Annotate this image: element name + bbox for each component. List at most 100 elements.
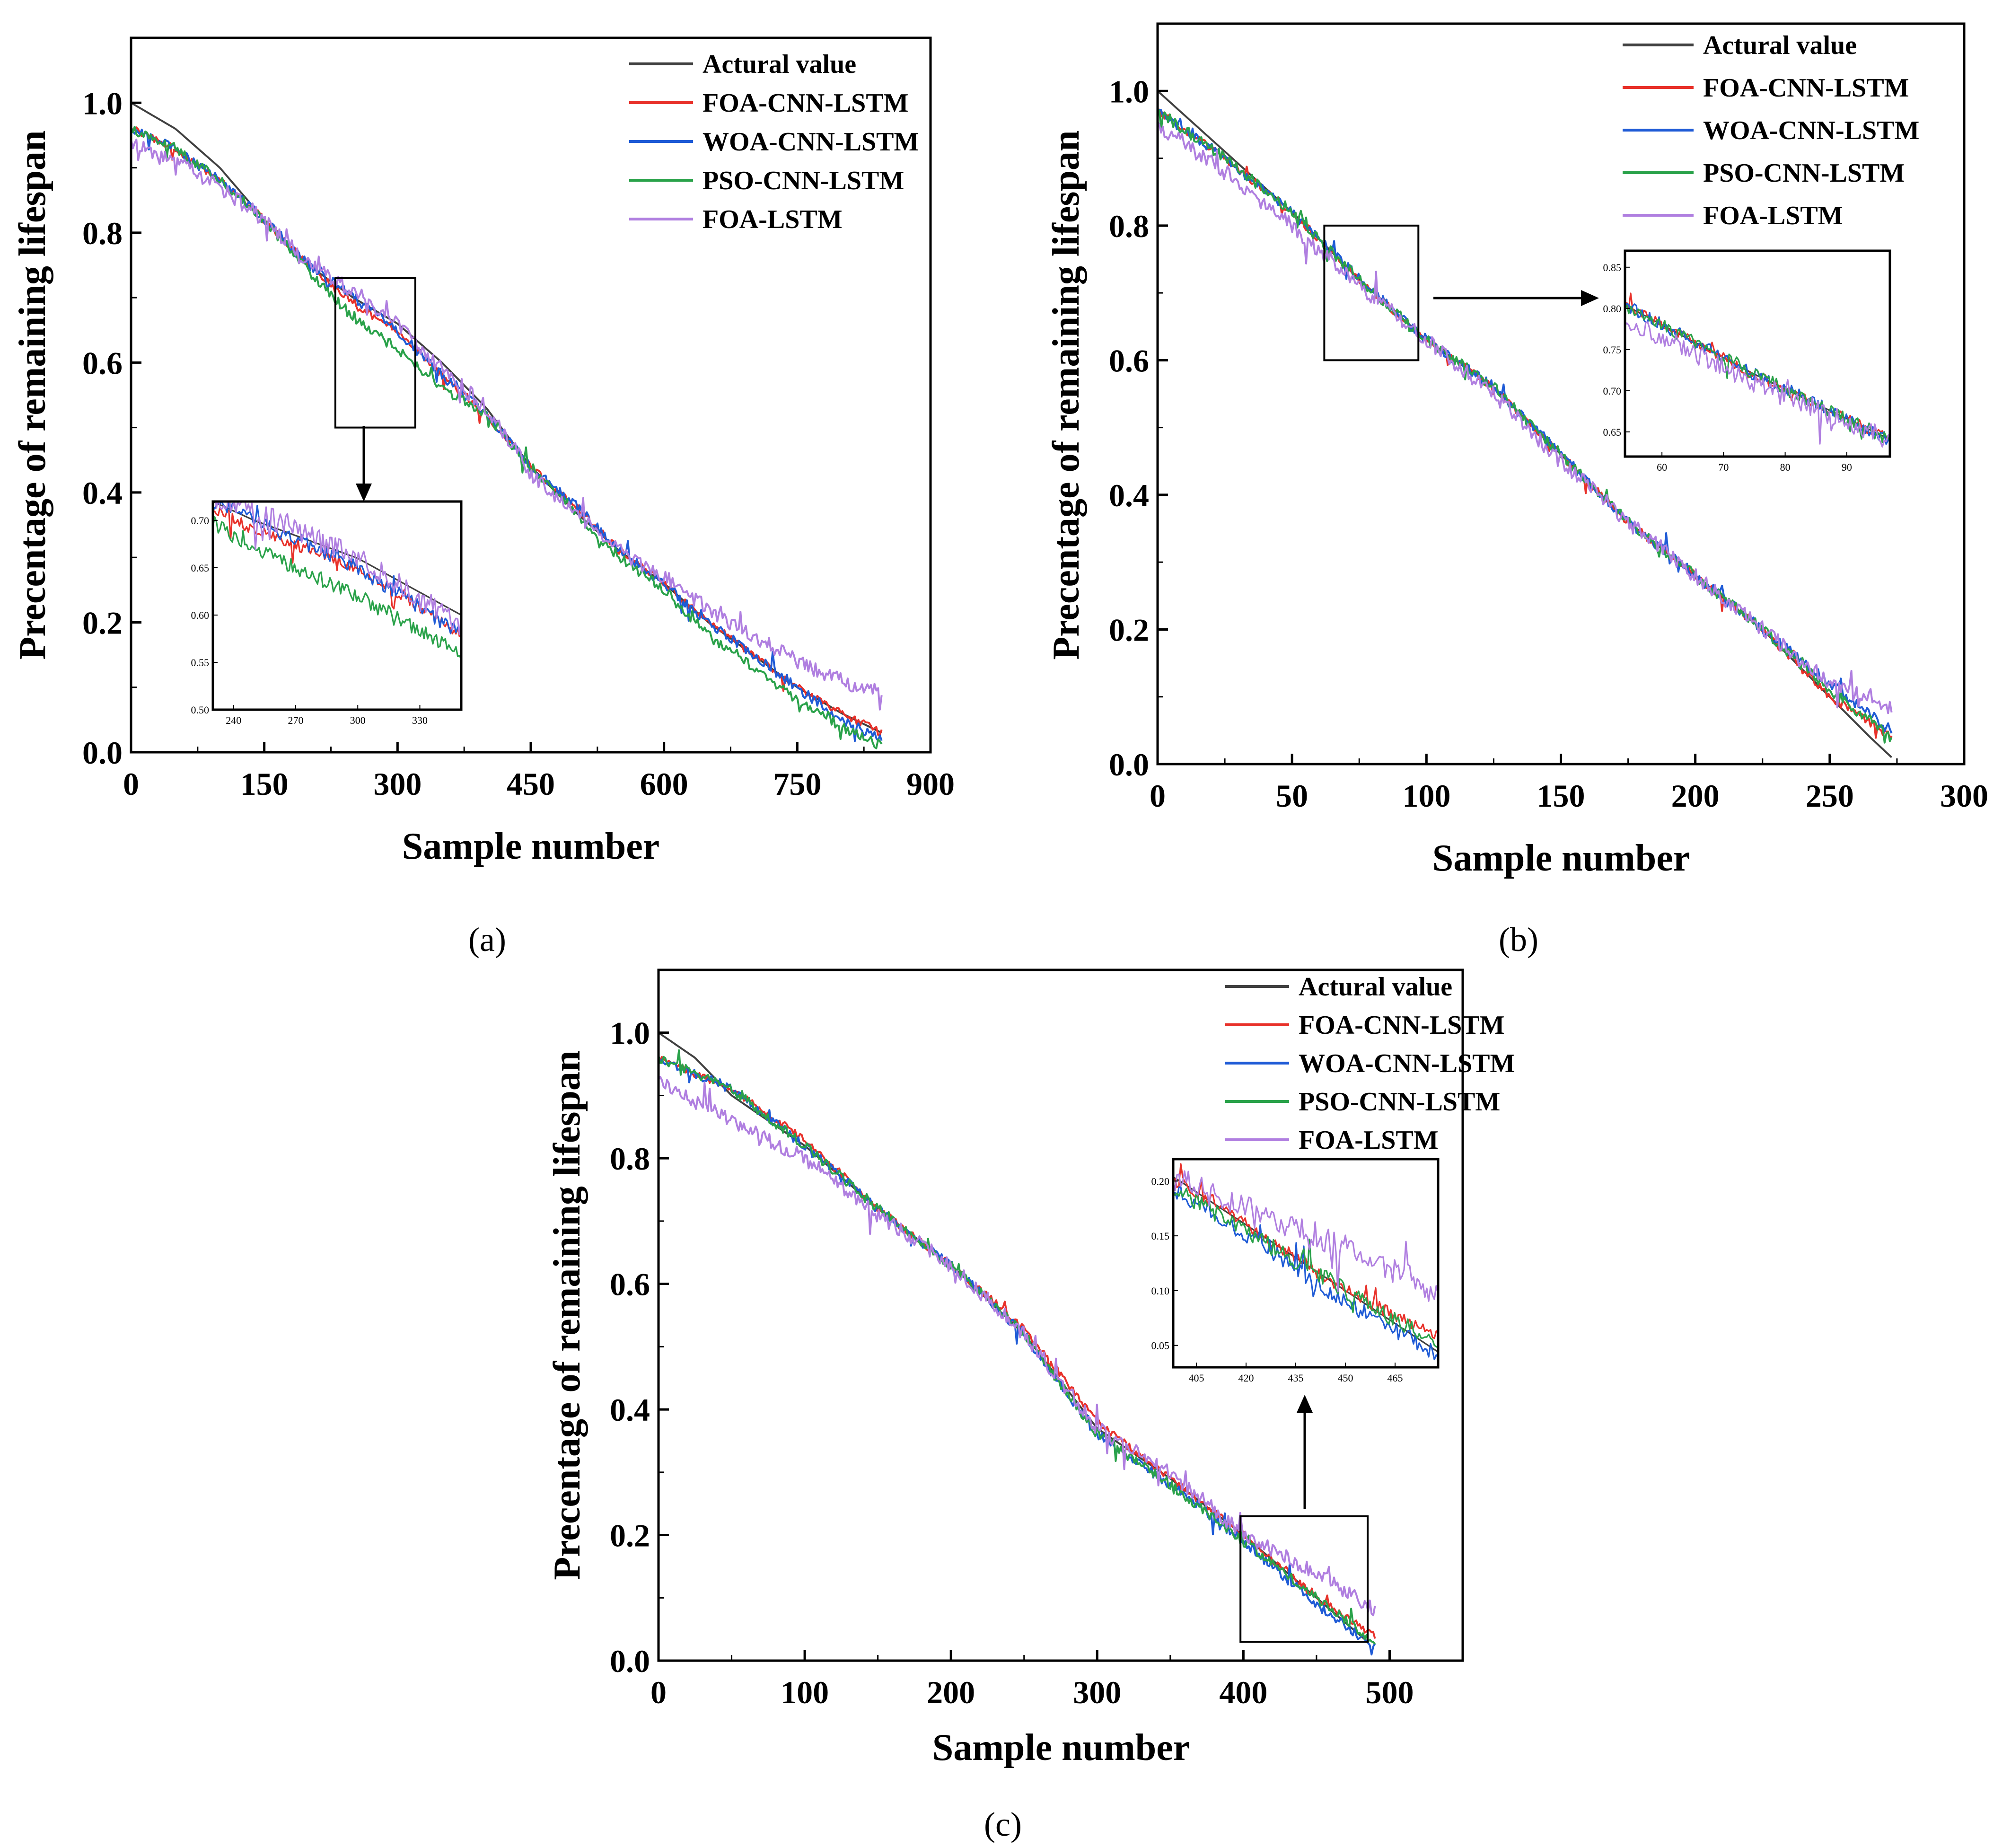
inset-y-tick-label: 0.55: [191, 657, 210, 669]
zoom-arrow-head: [1581, 290, 1599, 306]
inset-y-tick-label: 0.65: [1603, 426, 1622, 438]
panel-caption: (b): [1499, 921, 1538, 959]
inset-x-tick-label: 70: [1718, 461, 1729, 473]
y-tick-label: 0.4: [610, 1392, 650, 1428]
x-tick-label: 150: [240, 766, 289, 802]
inset-x-tick-label: 270: [288, 714, 304, 726]
series-group: [131, 102, 883, 749]
inset-x-tick-label: 405: [1189, 1372, 1204, 1384]
inset-y-tick-label: 0.05: [1151, 1340, 1170, 1352]
y-tick-label: 0.0: [610, 1643, 650, 1679]
y-tick-label: 1.0: [82, 85, 123, 121]
panel-caption: (a): [468, 921, 506, 959]
panel-a: 0 150 300 450 600 750 900 0.0 0.2 0.4 0.6 0.8 1.0 Sam…: [12, 36, 955, 959]
x-tick-label: 100: [1402, 778, 1450, 814]
inset-x-tick-label: 80: [1780, 461, 1791, 473]
y-tick-label: 0.6: [82, 345, 123, 381]
series-line-foa-lstm: [659, 1075, 1376, 1617]
series-line-woa-cnn-lstm: [659, 1055, 1376, 1655]
legend: Actural value FOA-CNN-LSTM WOA-CNN-LSTM PSO…: [629, 50, 919, 234]
inset-y-tick-label: 0.10: [1151, 1285, 1170, 1297]
inset-plot: 240 270 300 330 0.50 0.55 0.60 0.65 0.70: [191, 500, 463, 726]
inset-series-line-pso-cnn-lstm: [213, 516, 461, 660]
x-tick-label: 150: [1537, 778, 1585, 814]
inset-y-tick-label: 0.50: [191, 704, 210, 716]
y-tick-label: 0.6: [1109, 343, 1149, 378]
legend-label: WOA-CNN-LSTM: [703, 127, 919, 157]
inset-frame: [1624, 249, 1891, 458]
zoom-region-box: [334, 277, 416, 429]
inset-x-tick-label: 435: [1288, 1372, 1304, 1384]
y-tick-label: 0.6: [610, 1267, 650, 1302]
y-tick-label: 0.8: [1109, 208, 1149, 244]
x-axis-label: Sample number: [932, 1727, 1190, 1769]
y-tick-label: 0.4: [1109, 477, 1149, 513]
inset-y-tick-label: 0.20: [1151, 1175, 1170, 1187]
legend-label: FOA-CNN-LSTM: [1299, 1011, 1505, 1040]
inset-frame: [211, 500, 463, 711]
y-axis-label: Precentage of remaining lifespan: [12, 130, 53, 660]
inset-plot: 60 70 80 90 0.65 0.70 0.75 0.80 0.85: [1603, 249, 1891, 473]
legend: Actural value FOA-CNN-LSTM WOA-CNN-LSTM PSO…: [1623, 31, 1919, 230]
legend-label: PSO-CNN-LSTM: [1299, 1087, 1500, 1117]
inset-x-tick-label: 330: [412, 714, 428, 726]
y-tick-label: 0.8: [82, 215, 123, 251]
zoom-arrow-head: [1297, 1395, 1313, 1413]
legend-label: Actural value: [703, 50, 856, 79]
y-tick-label: 0.2: [82, 605, 123, 641]
inset-x-tick-label: 300: [350, 714, 366, 726]
y-axis-label: Precentage of remaining lifespan: [546, 1050, 588, 1580]
legend-label: WOA-CNN-LSTM: [1703, 116, 1919, 145]
panel-c: 0 100 200 300 400 500 0.0 0.2 0.4 0.6 0.8 1.0 Sample…: [546, 968, 1515, 1843]
inset-series-line-pso-cnn-lstm: [1173, 1188, 1438, 1348]
x-tick-label: 600: [640, 766, 688, 802]
y-tick-label: 0.2: [1109, 612, 1149, 648]
x-tick-label: 300: [1940, 778, 1988, 814]
inset-plot: 405 420 435 450 465 0.05 0.10 0.15 0.20: [1151, 1158, 1440, 1384]
panel-b: 0 50 100 150 200 250 300 0.0 0.2 0.4 0.6 0.8 1.0 Samp…: [1045, 22, 1988, 959]
x-tick-label: 400: [1219, 1674, 1267, 1710]
y-tick-label: 0.0: [1109, 747, 1149, 783]
inset-frame: [1172, 1158, 1440, 1369]
inset-x-tick-label: 420: [1238, 1372, 1254, 1384]
inset-y-tick-label: 0.15: [1151, 1230, 1170, 1242]
legend-label: FOA-LSTM: [703, 205, 843, 234]
inset-x-tick-label: 465: [1388, 1372, 1403, 1384]
legend-label: Actural value: [1703, 31, 1857, 60]
series-group: [1158, 90, 1893, 758]
x-axis-label: Sample number: [402, 826, 660, 867]
series-line-foa-lstm: [131, 138, 883, 711]
y-tick-label: 0.4: [82, 475, 123, 511]
x-tick-label: 300: [373, 766, 422, 802]
inset-series-line-woa-cnn-lstm: [1173, 1186, 1438, 1361]
x-tick-label: 200: [927, 1674, 975, 1710]
panel-caption: (c): [984, 1805, 1022, 1843]
y-axis-label: Precentage of remaining lifespan: [1045, 130, 1087, 660]
inset-series-line-foa-lstm: [213, 502, 461, 635]
inset-y-tick-label: 0.80: [1603, 303, 1622, 315]
x-tick-label: 300: [1073, 1674, 1121, 1710]
series-group: [659, 1032, 1376, 1655]
x-tick-label: 50: [1276, 778, 1308, 814]
inset-y-tick-label: 0.70: [191, 515, 210, 527]
legend: Actural value FOA-CNN-LSTM WOA-CNN-LSTM PSO…: [1225, 972, 1515, 1155]
inset-y-tick-label: 0.60: [191, 609, 210, 621]
legend-label: Actural value: [1299, 972, 1452, 1002]
legend-label: PSO-CNN-LSTM: [1703, 158, 1905, 188]
inset-x-tick-label: 450: [1338, 1372, 1353, 1384]
series-line-foa-lstm: [1158, 121, 1893, 714]
inset-x-tick-label: 240: [226, 714, 241, 726]
y-tick-label: 0.2: [610, 1518, 650, 1554]
legend-label: FOA-CNN-LSTM: [703, 88, 909, 118]
inset-x-tick-label: 60: [1657, 461, 1667, 473]
legend-label: FOA-LSTM: [1299, 1126, 1439, 1155]
zoom-region-box: [1323, 224, 1420, 361]
legend-label: FOA-CNN-LSTM: [1703, 73, 1909, 103]
zoom-arrow-head: [356, 484, 372, 502]
x-tick-label: 500: [1365, 1674, 1414, 1710]
x-tick-label: 750: [773, 766, 821, 802]
x-tick-label: 200: [1671, 778, 1720, 814]
x-axis-label: Sample number: [1432, 837, 1690, 879]
inset-series-line-foa-lstm: [1625, 321, 1890, 448]
